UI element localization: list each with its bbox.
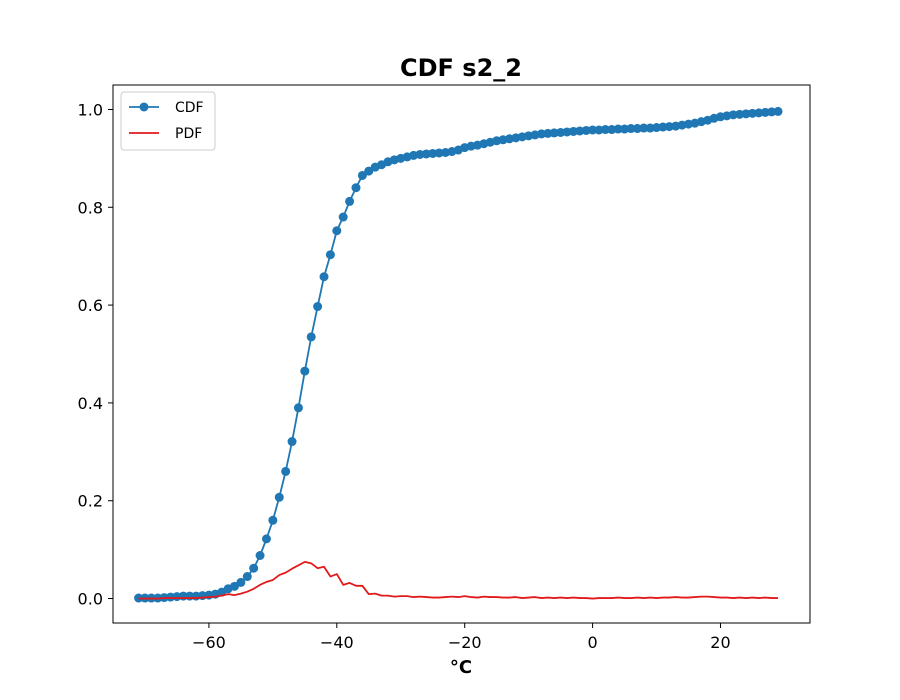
legend-entry-pdf: PDF — [129, 126, 202, 142]
cdf-data-point — [281, 466, 291, 476]
cdf-data-point — [236, 577, 246, 587]
cdf-data-point — [773, 106, 783, 116]
cdf-data-point — [760, 107, 770, 117]
axes-frame — [112, 84, 811, 624]
cdf-data-point — [332, 226, 342, 236]
plot-area: −60 −40 −20 0 20 0.0 0.2 0.4 0.6 0.8 1.0 — [78, 84, 811, 652]
cdf-data-point — [626, 124, 636, 134]
cdf-data-point — [242, 572, 252, 582]
x-tick-label: −40 — [320, 633, 354, 652]
cdf-data-point — [735, 109, 745, 119]
cdf-data-point — [293, 403, 303, 413]
cdf-data-point — [607, 125, 617, 135]
cdf-data-point — [754, 108, 764, 118]
cdf-data-point — [357, 170, 367, 180]
cdf-data-point — [415, 149, 425, 159]
cdf-data-point — [306, 332, 316, 342]
cdf-data-point — [351, 183, 361, 193]
cdf-data-point — [166, 592, 176, 602]
y-tick-label: 0.6 — [78, 296, 103, 315]
cdf-data-point — [658, 122, 668, 132]
cdf-data-point — [664, 122, 674, 132]
cdf-data-point — [274, 492, 284, 502]
cdf-data-point — [632, 124, 642, 134]
cdf-data-point — [134, 593, 144, 603]
cdf-data-point — [741, 109, 751, 119]
y-tick-label: 0.2 — [78, 492, 103, 511]
cdf-data-point — [620, 124, 630, 134]
cdf-data-point — [325, 250, 335, 260]
cdf-data-point — [767, 107, 777, 117]
cdf-data-point — [588, 125, 598, 135]
x-tick-label: 0 — [587, 633, 597, 652]
x-tick-label: 20 — [710, 633, 730, 652]
cdf-data-point — [645, 123, 655, 133]
legend-label-pdf: PDF — [175, 126, 202, 142]
legend-label-cdf: CDF — [175, 100, 204, 116]
cdf-data-point — [728, 110, 738, 120]
cdf-data-point — [287, 437, 297, 447]
cdf-data-point — [747, 108, 757, 118]
cdf-data-point — [313, 302, 323, 312]
cdf-data-point — [338, 212, 348, 222]
cdf-data-point — [562, 127, 572, 137]
cdf-data-point — [434, 148, 444, 158]
cdf-data-point — [549, 128, 559, 138]
cdf-data-point — [249, 563, 259, 573]
y-tick-label: 0.0 — [78, 590, 103, 609]
cdf-data-point — [575, 126, 585, 136]
cdf-data-point — [639, 123, 649, 133]
cdf-data-point — [319, 272, 329, 282]
legend: CDF PDF — [120, 91, 216, 151]
cdf-data-point — [543, 128, 553, 138]
cdf-data-point — [600, 125, 610, 135]
pdf-series-line — [138, 560, 779, 600]
y-tick-label: 0.4 — [78, 394, 103, 413]
cdf-data-point — [594, 125, 604, 135]
cdf-data-point — [556, 127, 566, 137]
x-tick-label: −60 — [192, 633, 226, 652]
cdf-data-point — [652, 123, 662, 133]
x-axis-label: °C — [450, 657, 472, 678]
legend-entry-cdf: CDF — [129, 100, 204, 116]
cdf-data-point — [268, 515, 278, 525]
legend-marker-cdf — [139, 102, 149, 112]
cdf-data-point — [613, 124, 623, 134]
cdf-data-point — [255, 551, 265, 561]
cdf-data-point — [261, 534, 271, 544]
cdf-data-point — [345, 196, 355, 206]
cdf-data-point — [300, 366, 310, 376]
cdf-data-point — [421, 149, 431, 159]
x-tick-label: −20 — [448, 633, 482, 652]
y-tick-label: 0.8 — [78, 198, 103, 217]
cdf-data-point — [581, 125, 591, 135]
chart-title: CDF s2_2 — [400, 54, 522, 82]
y-tick-label: 1.0 — [78, 100, 103, 119]
cdf-data-point — [536, 129, 546, 139]
cdf-data-point — [428, 148, 438, 158]
cdf-data-point — [568, 126, 578, 136]
